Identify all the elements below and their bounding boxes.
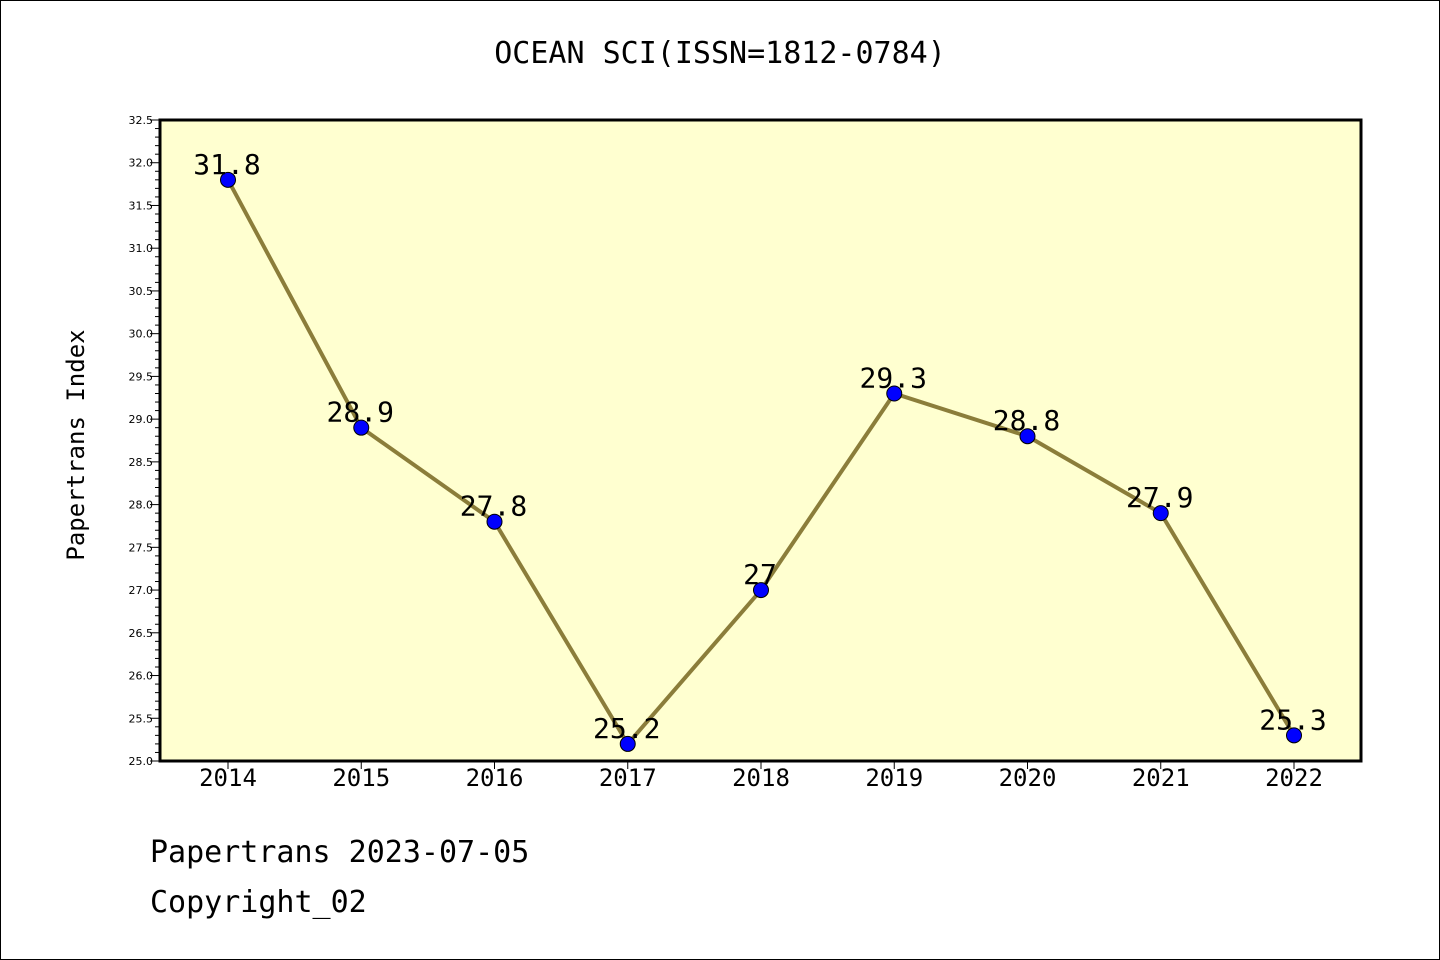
x-tick-label: 2016 (466, 764, 524, 792)
x-tick-label: 2021 (1132, 764, 1190, 792)
data-label: 27 (743, 558, 777, 591)
data-label: 25.3 (1259, 703, 1326, 736)
y-tick-label: 31.0 (129, 242, 154, 255)
x-tick-label: 2017 (599, 764, 657, 792)
y-tick-label: 30.0 (129, 328, 154, 341)
data-points (220, 171, 1302, 752)
chart-title: OCEAN SCI(ISSN=1812-0784) (494, 36, 946, 71)
y-tick-label: 25.5 (129, 712, 154, 725)
data-point (486, 513, 503, 530)
y-tick-label: 32.5 (129, 114, 154, 127)
data-point (1152, 505, 1169, 522)
data-point (753, 582, 769, 599)
y-tick-label: 29.0 (129, 413, 154, 426)
data-point (619, 735, 636, 752)
data-labels: 31.8 28.9 27.8 25.2 27 29.3 28.8 27.9 25.3 (193, 148, 1326, 745)
x-tick-label: 2014 (199, 764, 257, 792)
y-tick-label: 25.0 (129, 755, 154, 768)
y-axis-ticks: 25.0 25.5 26.0 26.5 27.0 27.5 28.0 28.5 29.0 29.5… (129, 114, 160, 768)
data-label: 29.3 (860, 361, 927, 394)
y-tick-label: 31.5 (129, 199, 154, 212)
data-label: 27.9 (1126, 481, 1193, 514)
data-point (1286, 727, 1302, 744)
data-label: 31.8 (193, 148, 260, 181)
y-tick-label: 28.5 (129, 456, 154, 469)
x-axis-ticks: 2014 2015 2016 2017 2018 2019 2020 2021 2022 (199, 761, 1323, 792)
data-point (220, 171, 236, 188)
x-tick-label: 2015 (332, 764, 390, 792)
footer-copyright: Copyright_02 (150, 885, 367, 920)
y-tick-label: 32.0 (129, 157, 154, 170)
x-tick-label: 2018 (732, 764, 790, 792)
y-tick-label: 30.5 (129, 285, 154, 298)
y-tick-label: 27.5 (129, 541, 154, 554)
y-axis-label: Papertrans Index (62, 329, 90, 560)
data-label: 25.2 (593, 712, 660, 745)
footer-date: Papertrans 2023-07-05 (150, 835, 530, 870)
x-tick-label: 2020 (999, 764, 1057, 792)
x-tick-label: 2022 (1265, 764, 1323, 792)
data-point (1019, 428, 1036, 445)
y-tick-label: 28.0 (129, 499, 154, 512)
x-tick-label: 2019 (865, 764, 923, 792)
y-tick-label: 29.5 (129, 370, 154, 383)
data-label: 28.8 (993, 404, 1060, 437)
y-tick-label: 26.0 (129, 670, 154, 683)
data-label: 27.8 (460, 490, 527, 523)
data-point (886, 385, 903, 402)
data-point (353, 419, 370, 436)
y-tick-label: 27.0 (129, 584, 154, 597)
data-label: 28.9 (327, 396, 394, 429)
plot-area (158, 118, 1363, 763)
y-tick-label: 26.5 (129, 627, 154, 640)
